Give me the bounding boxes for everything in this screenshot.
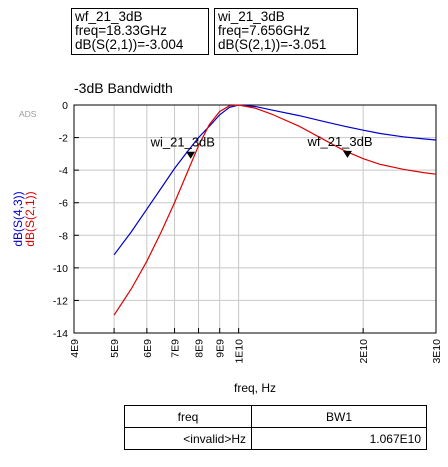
table-header-row: freq BW1: [124, 405, 427, 428]
y-tick-label: -6: [59, 198, 68, 210]
x-tick-label: 2E10: [358, 339, 370, 364]
y-tick-label: -4: [59, 165, 68, 177]
y-axis-label: dB(S(4,3)): [11, 191, 25, 246]
series-line: [113, 104, 437, 256]
table-cell-bw1: 1.067E10: [251, 427, 427, 450]
marker-label: wi_21_3dB: [150, 135, 215, 150]
column-header-bw1: BW1: [251, 405, 427, 428]
bandwidth-result-table: freq BW1 <invalid>Hz 1.067E10: [124, 405, 427, 450]
x-tick-label: 7E9: [170, 339, 182, 358]
marker-name: wi_21_3dB: [218, 9, 285, 24]
marker-readout-wf[interactable]: wf_21_3dB freq=18.33GHz dB(S(2,1))=-3.00…: [71, 8, 209, 55]
marker-triangle-icon: [342, 150, 352, 158]
y-axis-label: dB(S(2,1)): [23, 191, 37, 246]
column-header-freq: freq: [124, 405, 252, 428]
x-tick-label: 3E10: [431, 339, 443, 364]
y-tick-label: 0: [62, 100, 68, 112]
y-tick-label: -12: [53, 295, 68, 307]
y-tick-label: -14: [53, 328, 68, 340]
marker-name: wf_21_3dB: [75, 9, 143, 24]
x-axis-label: freq, Hz: [234, 381, 276, 395]
marker-freq: freq=7.656GHz: [218, 23, 310, 38]
marker-readout-wi[interactable]: wi_21_3dB freq=7.656GHz dB(S(2,1))=-3.05…: [214, 8, 358, 55]
y-tick-label: -2: [59, 133, 68, 145]
marker-label: wf_21_3dB: [306, 134, 372, 149]
x-tick-label: 5E9: [109, 339, 121, 358]
table-cell-freq: <invalid>Hz: [124, 427, 252, 450]
chart-title: -3dB Bandwidth: [74, 80, 173, 96]
marker-triangle-icon: [186, 151, 196, 159]
x-tick-label: 6E9: [142, 339, 154, 358]
y-tick-label: -8: [59, 230, 68, 242]
marker-value: dB(S(2,1))=-3.051: [218, 37, 327, 52]
marker-value: dB(S(2,1))=-3.004: [75, 37, 184, 52]
plot-frame: [73, 104, 437, 334]
x-tick-label: 9E9: [215, 339, 227, 358]
x-tick-label: 4E9: [69, 339, 81, 358]
series-line: [113, 104, 437, 316]
y-tick-label: -10: [53, 263, 68, 275]
x-tick-label: 1E10: [234, 339, 246, 364]
x-tick-label: 8E9: [194, 339, 206, 358]
marker-freq: freq=18.33GHz: [75, 23, 167, 38]
table-row: <invalid>Hz 1.067E10: [124, 427, 427, 450]
ads-watermark: ADS: [19, 109, 37, 119]
